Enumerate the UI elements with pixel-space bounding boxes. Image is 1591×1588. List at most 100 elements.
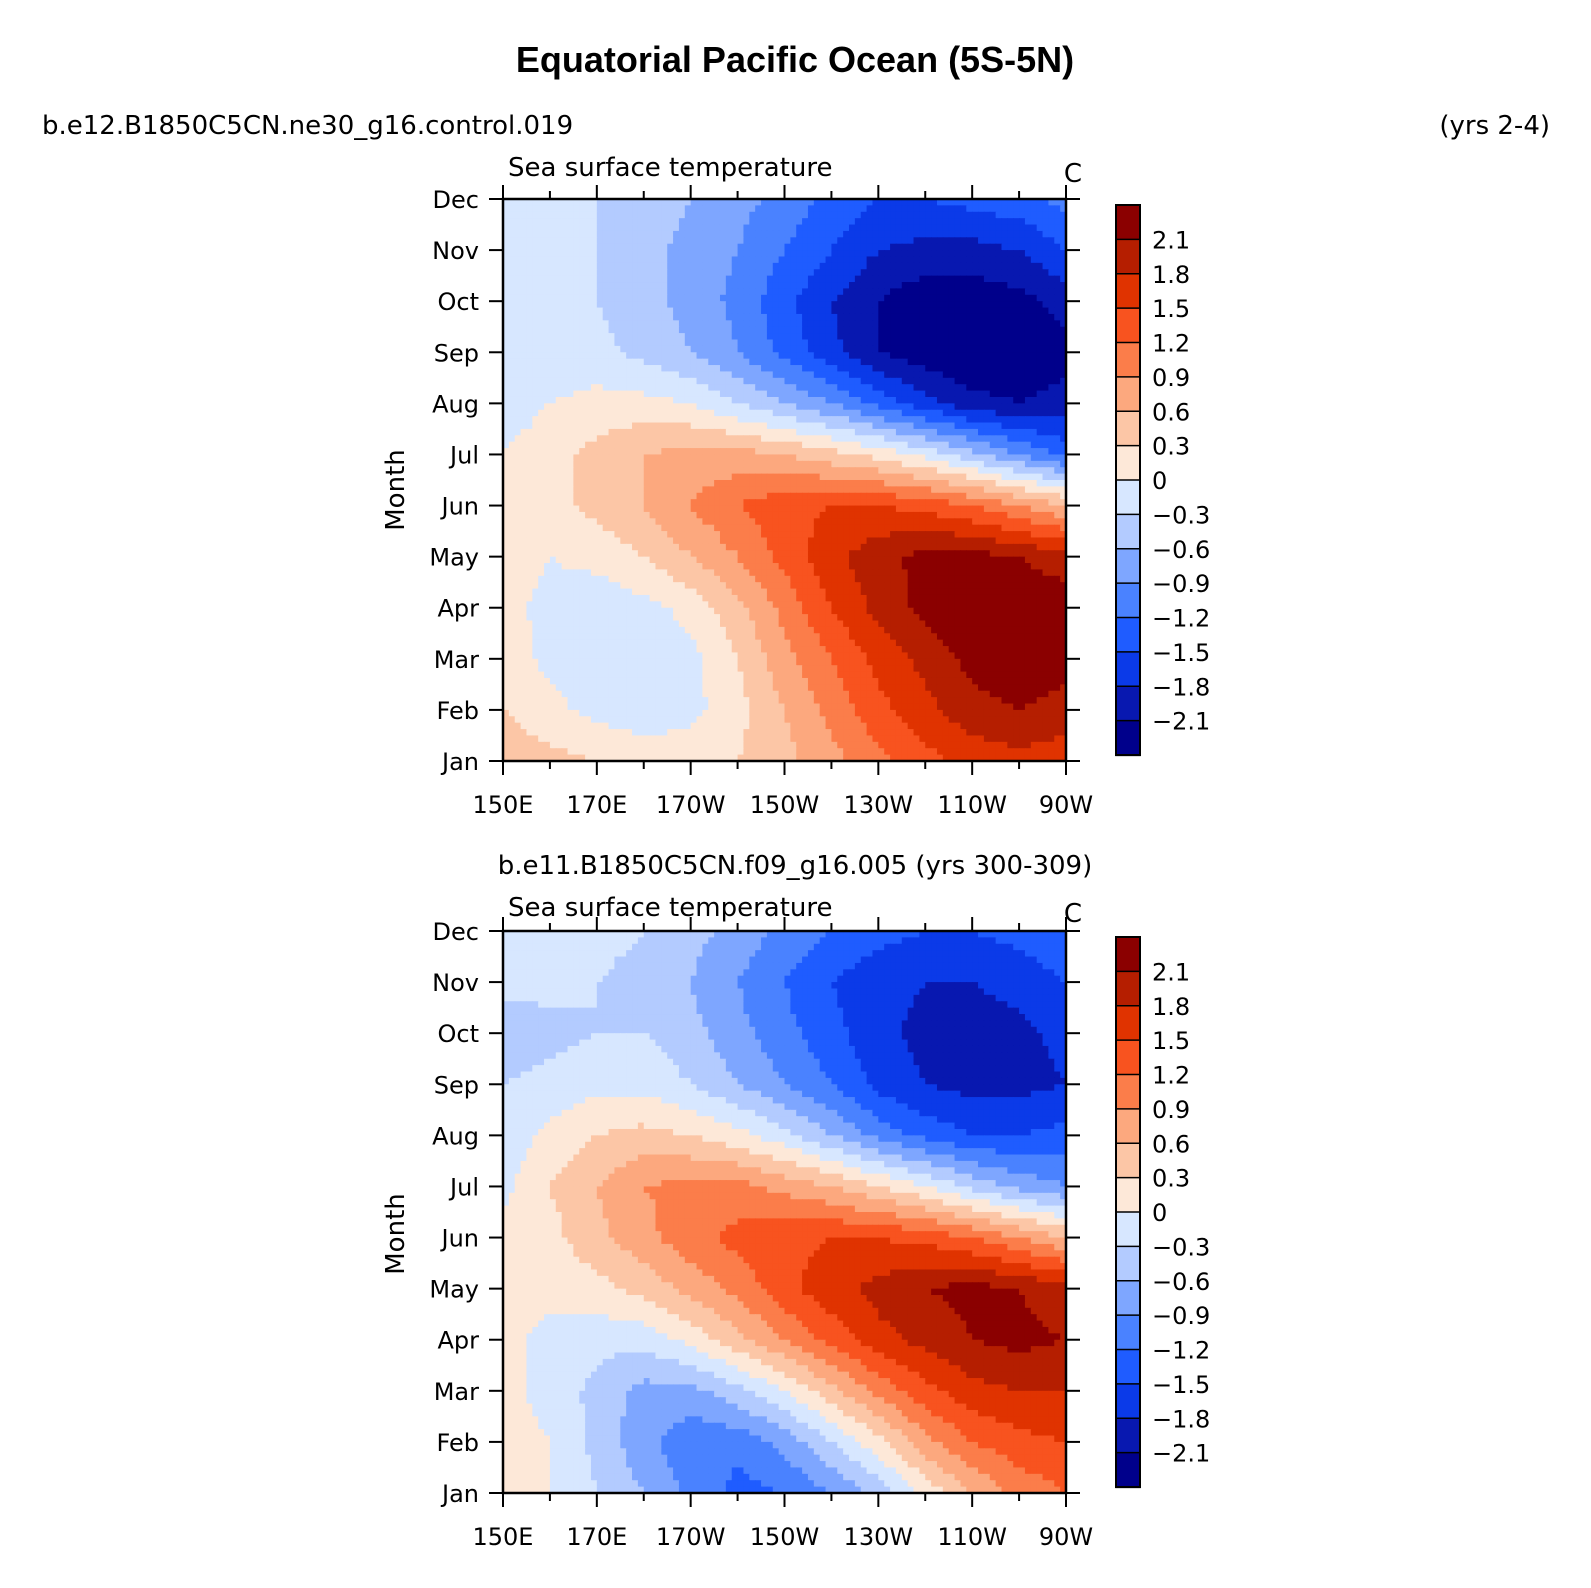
field-cell <box>908 340 914 347</box>
field-cell <box>1043 391 1049 398</box>
field-cell <box>738 384 744 391</box>
field-cell <box>919 282 925 289</box>
field-cell <box>1025 218 1031 225</box>
field-cell <box>1013 384 1019 391</box>
field-cell <box>1007 288 1013 295</box>
field-cell <box>655 218 661 225</box>
field-cell <box>626 212 632 219</box>
field-cell <box>614 212 620 219</box>
field-cell <box>1031 403 1037 410</box>
field-cell <box>890 320 896 327</box>
field-cell <box>773 346 779 353</box>
field-cell <box>1019 333 1025 340</box>
field-cell <box>767 365 773 372</box>
field-cell <box>526 205 532 212</box>
field-cell <box>743 320 749 327</box>
field-cell <box>925 250 931 257</box>
field-cell <box>908 403 914 410</box>
field-cell <box>661 314 667 321</box>
field-cell <box>996 276 1002 283</box>
field-cell <box>943 282 949 289</box>
field-cell <box>655 359 661 366</box>
field-cell <box>890 333 896 340</box>
field-cell <box>960 365 966 372</box>
field-cell <box>538 327 544 334</box>
field-cell <box>755 282 761 289</box>
field-cell <box>521 359 527 366</box>
field-cell <box>738 359 744 366</box>
field-cell <box>814 320 820 327</box>
field-cell <box>1007 295 1013 302</box>
field-cell <box>855 269 861 276</box>
field-cell <box>603 333 609 340</box>
field-cell <box>655 365 661 372</box>
field-cell <box>925 263 931 270</box>
field-cell <box>802 295 808 302</box>
field-cell <box>790 205 796 212</box>
field-cell <box>685 314 691 321</box>
field-cell <box>726 308 732 315</box>
field-cell <box>896 333 902 340</box>
field-cell <box>667 263 673 270</box>
field-cell <box>1043 378 1049 385</box>
field-cell <box>884 225 890 232</box>
field-cell <box>1013 340 1019 347</box>
field-cell <box>714 231 720 238</box>
field-cell <box>966 237 972 244</box>
field-cell <box>544 340 550 347</box>
field-cell <box>949 397 955 404</box>
field-cell <box>708 237 714 244</box>
field-cell <box>550 282 556 289</box>
field-cell <box>638 314 644 321</box>
field-cell <box>568 218 574 225</box>
field-cell <box>702 403 708 410</box>
field-cell <box>638 391 644 398</box>
field-cell <box>738 371 744 378</box>
field-cell <box>773 256 779 263</box>
field-cell <box>644 340 650 347</box>
field-cell <box>996 320 1002 327</box>
field-cell <box>521 352 527 359</box>
field-cell <box>743 314 749 321</box>
field-cell <box>802 282 808 289</box>
field-cell <box>538 244 544 251</box>
field-cell <box>867 301 873 308</box>
field-cell <box>820 352 826 359</box>
field-cell <box>943 371 949 378</box>
field-cell <box>984 225 990 232</box>
field-cell <box>515 333 521 340</box>
field-cell <box>509 320 515 327</box>
field-cell <box>1054 225 1060 232</box>
field-cell <box>773 340 779 347</box>
field-cell <box>620 282 626 289</box>
field-cell <box>755 276 761 283</box>
field-cell <box>990 340 996 347</box>
field-cell <box>820 378 826 385</box>
field-cell <box>1031 320 1037 327</box>
field-cell <box>661 397 667 404</box>
field-cell <box>526 225 532 232</box>
field-cell <box>943 365 949 372</box>
field-cell <box>691 218 697 225</box>
field-cell <box>761 225 767 232</box>
field-cell <box>697 327 703 334</box>
field-cell <box>914 256 920 263</box>
field-cell <box>755 237 761 244</box>
field-cell <box>1001 288 1007 295</box>
field-cell <box>955 333 961 340</box>
field-cell <box>761 314 767 321</box>
field-cell <box>667 410 673 417</box>
field-cell <box>861 282 867 289</box>
field-cell <box>826 359 832 366</box>
field-cell <box>691 308 697 315</box>
field-cell <box>925 295 931 302</box>
field-cell <box>638 218 644 225</box>
field-cell <box>661 410 667 417</box>
field-cell <box>955 256 961 263</box>
field-cell <box>521 282 527 289</box>
field-cell <box>949 333 955 340</box>
field-cell <box>861 231 867 238</box>
field-cell <box>720 384 726 391</box>
field-cell <box>614 237 620 244</box>
field-cell <box>1037 352 1043 359</box>
